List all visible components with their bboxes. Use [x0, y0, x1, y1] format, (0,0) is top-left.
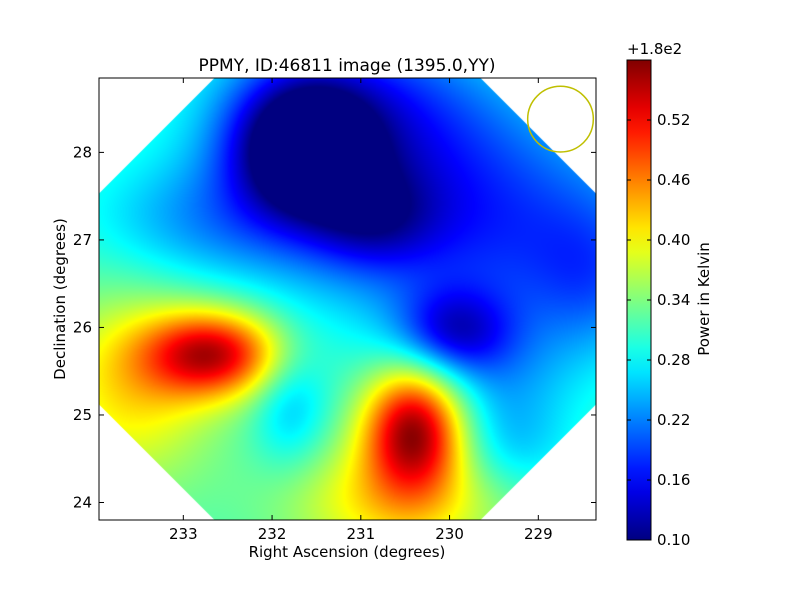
- colorbar-tick-label: 0.28: [657, 351, 690, 369]
- y-tick-label: 24: [73, 493, 92, 511]
- colorbar: 0.100.160.220.280.340.400.460.52 +1.8e2 …: [626, 40, 713, 549]
- x-axis: 233 232 231 230 229: [169, 78, 553, 543]
- colorbar-ticks: 0.10 0.16 0.22 0.28 0.34 0.40 0.46 0.52: [627, 111, 690, 549]
- colorbar-tick-label: 0.16: [657, 471, 690, 489]
- x-tick-label: 231: [346, 525, 375, 543]
- x-tick-label: 229: [524, 525, 553, 543]
- beam-circle: [526, 85, 595, 153]
- colorbar-tick-label: 0.40: [657, 231, 690, 249]
- y-tick-label: 26: [73, 318, 92, 336]
- colorbar-tick-label: 0.34: [657, 291, 690, 309]
- plot-frame: [98, 77, 597, 521]
- heatmap-image: [99, 78, 596, 520]
- y-tick-label: 28: [73, 143, 92, 161]
- colorbar-tick-label: 0.52: [657, 111, 690, 129]
- y-tick-label: 25: [73, 406, 92, 424]
- y-tick-label: 27: [73, 231, 92, 249]
- x-tick-label: 233: [169, 525, 198, 543]
- y-axis: 24 25 26 27 28: [73, 143, 596, 511]
- heatmap-area: [98, 77, 597, 521]
- x-tick-label: 230: [435, 525, 464, 543]
- colorbar-tick-label: 0.46: [657, 171, 690, 189]
- colorbar-offset-label: +1.8e2: [627, 40, 682, 58]
- x-tick-label: 232: [258, 525, 287, 543]
- y-axis-label: Declination (degrees): [51, 218, 69, 380]
- colorbar-tick-label: 0.22: [657, 411, 690, 429]
- x-axis-label: Right Ascension (degrees): [249, 543, 446, 561]
- colorbar-tick-label: 0.10: [657, 531, 690, 549]
- colorbar-label: Power in Kelvin: [695, 242, 713, 356]
- chart-title: PPMY, ID:46811 image (1395.0,YY): [199, 56, 496, 76]
